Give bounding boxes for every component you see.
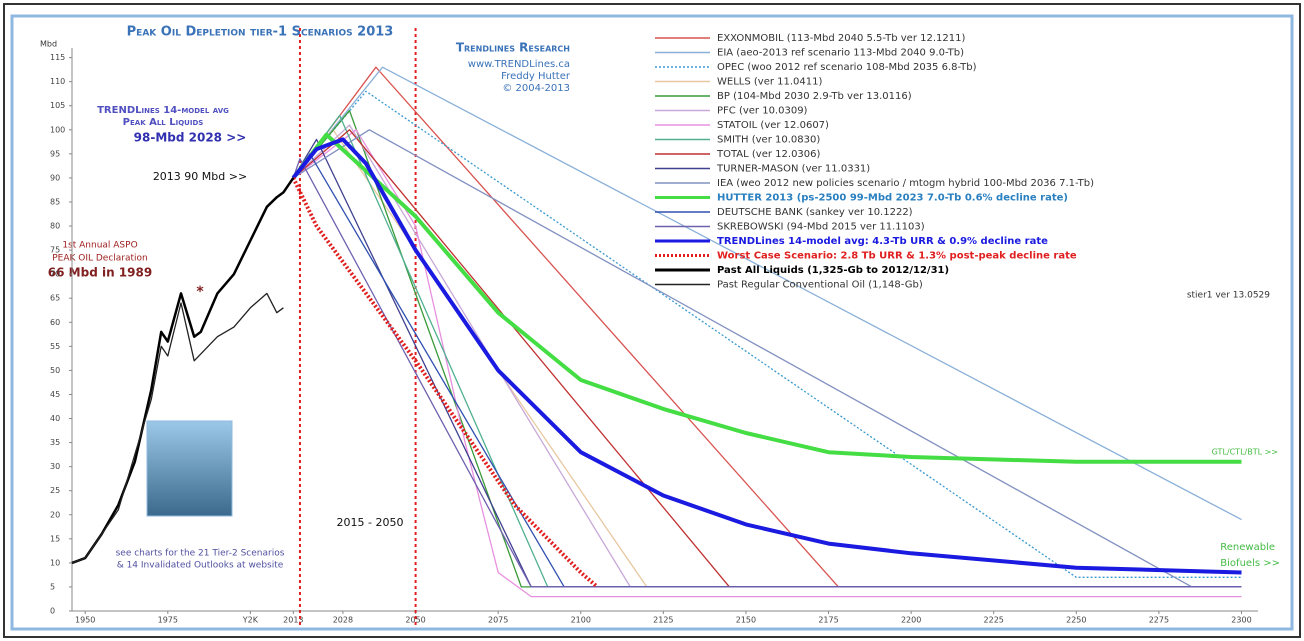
series-line — [292, 129, 1242, 598]
x-tick-label: 2075 — [488, 616, 508, 625]
legend-label: Past All Liquids (1,325-Gb to 2012/12/31… — [717, 265, 949, 276]
x-tick-label: Y2K — [242, 616, 259, 625]
y-tick-label: 15 — [50, 534, 60, 543]
legend-label: PFC (ver 10.0309) — [717, 106, 808, 117]
x-tick-label: 2028 — [333, 616, 353, 625]
y-tick-label: 55 — [50, 342, 60, 351]
x-tick-label: 2175 — [818, 616, 838, 625]
y-tick-label: 5 — [50, 582, 55, 591]
y-axis-label: Mbd — [40, 40, 57, 49]
legend-label: HUTTER 2013 (ps-2500 99-Mbd 2023 7.0-Tb … — [717, 193, 1068, 204]
x-tick-label: 2150 — [736, 616, 756, 625]
annotation: GTL/CTL/BTL >> — [1212, 448, 1278, 457]
legend-label: Worst Case Scenario: 2.8 Tb URR & 1.3% p… — [717, 251, 1077, 262]
x-tick-label: 1950 — [75, 616, 95, 625]
series-line — [292, 158, 1242, 588]
x-tick-label: 2125 — [653, 616, 673, 625]
x-tick-label: 2225 — [984, 616, 1004, 625]
x-tick-label: 2300 — [1231, 616, 1251, 625]
title: Peak Oil Depletion tier-1 Scenarios 2013 — [127, 25, 394, 40]
x-tick-label: 2275 — [1149, 616, 1169, 625]
legend-label: SMITH (ver 10.0830) — [717, 135, 820, 146]
series-line — [71, 292, 284, 564]
x-tick-label: 2100 — [571, 616, 591, 625]
y-tick-label: 40 — [50, 414, 60, 423]
series-line — [291, 137, 1242, 575]
legend-label: BP (104-Mbd 2030 2.9-Tb ver 13.0116) — [717, 91, 912, 102]
annotation: 1st Annual ASPO — [62, 241, 137, 251]
annotation: PEAK OIL Declaration — [52, 254, 148, 264]
annotation: 2015 - 2050 — [337, 516, 404, 529]
series-line — [291, 177, 599, 589]
series-line — [291, 132, 1242, 464]
y-tick-label: 100 — [50, 125, 65, 134]
annotation: * — [196, 284, 204, 300]
annotation: see charts for the 21 Tier-2 Scenarios — [116, 549, 285, 559]
legend-label: EIA (aeo-2013 ref scenario 113-Mbd 2040 … — [717, 48, 964, 59]
y-tick-label: 115 — [50, 53, 65, 62]
y-tick-label: 65 — [50, 294, 60, 303]
y-tick-label: 90 — [50, 173, 60, 182]
inner-frame — [10, 14, 1294, 631]
legend-label: TRENDLines 14-model avg: 4.3-Tb URR & 0.… — [717, 236, 1048, 247]
y-tick-label: 95 — [50, 149, 60, 158]
y-tick-label: 70 — [50, 270, 60, 279]
legend-label: WELLS (ver 11.0411) — [717, 77, 822, 88]
version: stier1 ver 13.0529 — [1187, 291, 1270, 301]
legend-label: SKREBOWSKI (94-Mbd 2015 ver 11.1103) — [717, 222, 925, 233]
y-tick-label: 30 — [50, 462, 60, 471]
y-tick-label: 80 — [50, 222, 60, 231]
x-tick-label: 1975 — [158, 616, 178, 625]
y-tick-label: 85 — [50, 197, 60, 206]
annotation: Biofuels >> — [1220, 558, 1280, 569]
x-tick-label: 2050 — [405, 616, 425, 625]
y-tick-label: 60 — [50, 318, 60, 327]
y-tick-label: 105 — [50, 101, 65, 110]
legend-label: TOTAL (ver 12.0306) — [716, 149, 821, 160]
legend-label: Past Regular Conventional Oil (1,148-Gb) — [717, 280, 923, 291]
series-line — [71, 177, 295, 565]
y-tick-label: 0 — [50, 607, 55, 616]
annotation: Renewable — [1220, 542, 1275, 553]
y-tick-label: 110 — [50, 77, 65, 86]
subtitle: Trendlines Research — [456, 41, 570, 55]
y-tick-label: 35 — [50, 438, 60, 447]
y-tick-label: 20 — [50, 510, 60, 519]
legend-label: EXXONMOBIL (113-Mbd 2040 5.5-Tb ver 12.1… — [717, 33, 965, 44]
photo — [146, 420, 233, 517]
legend-label: OPEC (woo 2012 ref scenario 108-Mbd 2035… — [717, 62, 977, 73]
y-tick-label: 45 — [50, 390, 60, 399]
y-tick-label: 75 — [50, 246, 60, 255]
x-tick-label: 2013 — [283, 616, 303, 625]
annotation: TRENDLines 14-model avg — [97, 105, 229, 116]
credit: www.TRENDLines.ca — [468, 59, 570, 70]
legend-label: TURNER-MASON (ver 11.0331) — [716, 164, 870, 175]
y-tick-label: 10 — [50, 558, 60, 567]
legend-label: STATOIL (ver 12.0607) — [717, 120, 829, 131]
annotation: 2013 90 Mbd >> — [153, 170, 247, 183]
legend-label: IEA (weo 2012 new policies scenario / mt… — [717, 178, 1094, 189]
annotation: 66 Mbd in 1989 — [48, 266, 152, 280]
credit: © 2004-2013 — [502, 83, 570, 94]
y-tick-label: 25 — [50, 486, 60, 495]
annotation: 98-Mbd 2028 >> — [134, 131, 247, 145]
legend-label: DEUTSCHE BANK (sankey ver 10.1222) — [717, 207, 913, 218]
y-tick-label: 50 — [50, 366, 60, 375]
credit: Freddy Hutter — [501, 71, 571, 82]
x-tick-label: 2200 — [901, 616, 921, 625]
annotation: Peak All Liquids — [123, 117, 204, 128]
x-tick-label: 2250 — [1066, 616, 1086, 625]
annotation: & 14 Invalidated Outlooks at website — [117, 561, 284, 571]
